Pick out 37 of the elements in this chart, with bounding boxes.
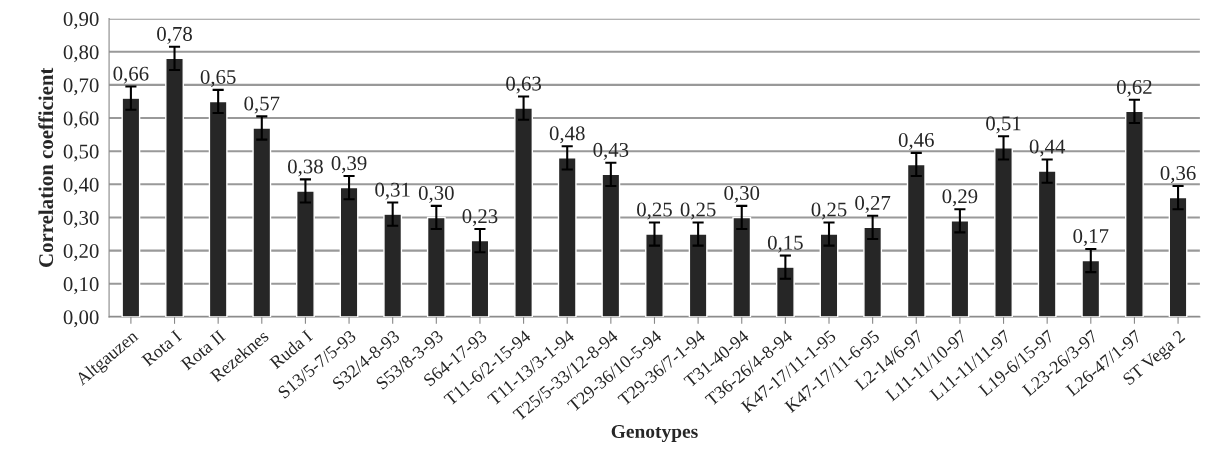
- y-tick-label: 0,10: [63, 277, 99, 295]
- data-label: 0,66: [113, 66, 149, 84]
- y-tick-label: 0,20: [63, 243, 99, 262]
- data-label: 0,23: [462, 209, 498, 227]
- data-label: 0,30: [724, 185, 760, 203]
- data-label: 0,44: [1029, 139, 1066, 157]
- y-tick-label: 0,40: [63, 177, 99, 195]
- data-label: 0,51: [986, 116, 1021, 134]
- data-label: 0,25: [680, 202, 716, 220]
- data-label: 0,62: [1117, 79, 1152, 97]
- y-tick-label: 0,90: [63, 12, 99, 30]
- data-label: 0,46: [898, 132, 934, 150]
- data-label: 0,63: [506, 76, 541, 94]
- data-label: 0,65: [200, 69, 236, 87]
- data-label: 0,15: [767, 235, 803, 253]
- data-label: 0,43: [593, 142, 629, 160]
- data-label: 0,27: [855, 195, 891, 213]
- data-label: 0,25: [811, 202, 847, 220]
- y-tick-label: 0,30: [63, 210, 99, 228]
- y-tick-label: 0,00: [63, 310, 99, 328]
- y-tick-label: 0,80: [63, 45, 99, 63]
- y-tick-label: 0,60: [63, 111, 99, 129]
- y-axis-title: Correlation coefficient: [38, 67, 54, 267]
- data-label: 0,25: [637, 202, 672, 220]
- data-label: 0,17: [1073, 229, 1109, 247]
- data-label: 0,31: [375, 182, 410, 200]
- data-label: 0,29: [942, 189, 978, 207]
- y-tick-label: 0,70: [63, 78, 99, 96]
- x-axis-title: Genotypes: [611, 424, 698, 443]
- data-label: 0,38: [287, 159, 323, 177]
- data-label: 0,48: [549, 126, 585, 144]
- data-label: 0,36: [1160, 166, 1196, 184]
- y-tick-label: 0,50: [63, 144, 99, 162]
- data-label: 0,39: [331, 156, 367, 174]
- data-label: 0,57: [244, 96, 280, 114]
- data-label: 0,78: [157, 26, 192, 44]
- data-label: 0,30: [418, 185, 454, 203]
